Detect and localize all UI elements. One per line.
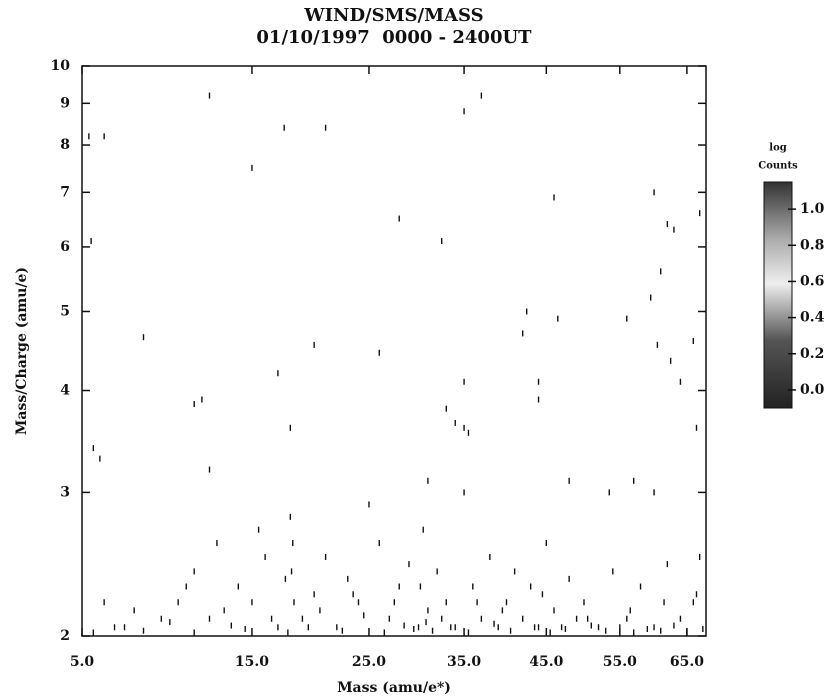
- colorbar-tick-label: 0.2: [800, 346, 824, 362]
- colorbar-title: Counts: [758, 161, 798, 172]
- x-tick-label: 15.0: [235, 654, 269, 670]
- colorbar-tick-label: 0.4: [800, 310, 825, 326]
- x-tick-label: 45.0: [529, 654, 563, 670]
- y-tick-label: 8: [60, 137, 70, 153]
- y-tick-label: 10: [51, 58, 71, 74]
- x-axis-label: Mass (amu/e*): [337, 680, 451, 696]
- y-tick-label: 9: [60, 95, 70, 111]
- x-tick-label: 65.0: [670, 654, 704, 670]
- y-tick-label: 4: [60, 383, 70, 399]
- colorbar: [763, 181, 793, 409]
- chart-subtitle: 01/10/1997 0000 - 2400UT: [256, 27, 532, 48]
- x-tick-label: 25.0: [352, 654, 386, 670]
- x-tick-label: 35.0: [447, 654, 481, 670]
- y-tick-label: 5: [60, 303, 70, 319]
- y-tick-label: 7: [60, 184, 70, 200]
- y-tick-label: 2: [60, 628, 70, 644]
- x-tick-label: 5.0: [70, 654, 95, 670]
- colorbar-tick-label: 0.0: [800, 382, 825, 398]
- colorbar-title: log: [769, 143, 786, 154]
- y-tick-label: 6: [60, 239, 70, 255]
- colorbar-tick-label: 0.6: [800, 273, 824, 289]
- chart-title: WIND/SMS/MASS: [303, 5, 483, 26]
- plot-frame: [81, 65, 707, 637]
- colorbar-tick-label: 0.8: [800, 237, 824, 253]
- y-tick-label: 3: [60, 484, 70, 500]
- x-tick-label: 55.0: [603, 654, 637, 670]
- colorbar-tick-label: 1.0: [800, 201, 825, 217]
- y-axis-label: Mass/Charge (amu/e): [14, 267, 30, 435]
